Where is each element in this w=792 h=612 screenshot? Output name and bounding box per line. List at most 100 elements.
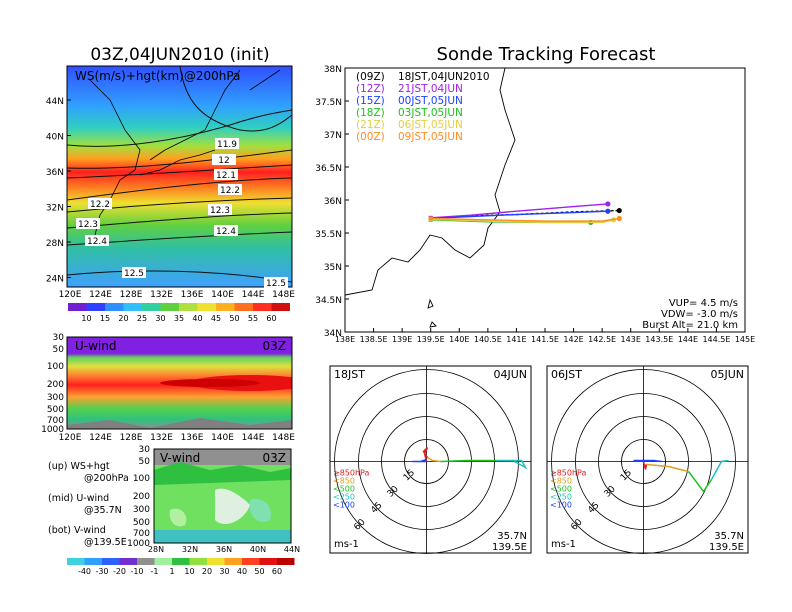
ws-lat-label: 36N [46, 168, 64, 178]
v-lat-label: 28N [148, 545, 164, 554]
track-lon-label: 141.5E [531, 335, 559, 344]
hodo-layer-label: <850 [550, 477, 572, 486]
hodo-unit: ms-1 [551, 539, 576, 550]
ws-lat-label: 28N [46, 239, 64, 249]
u-wind-jet [67, 375, 292, 429]
v-level-label: 50 [139, 457, 151, 467]
track-lon-label: 145E [735, 335, 755, 344]
track-lat-ticks: 38N 37.5N 37N 36.5N 36N 35.5N 35N 34.5N 34N [315, 65, 349, 339]
track-lon-label: 142.5E [588, 335, 616, 344]
u-lon-label: 128E [120, 433, 143, 443]
track-legend-time: 21JST,04JUN [398, 83, 463, 95]
u-level-label: 1000 [41, 425, 64, 435]
hodo-layer-label: <250 [333, 493, 355, 502]
v-wind-lat-ticks: 28N 32N 36N 40N 44N [148, 545, 300, 554]
ws-colorbar-label: 30 [155, 314, 165, 323]
hodo-unit: ms-1 [334, 539, 359, 550]
ws-colorbar-swatch [68, 303, 87, 311]
track-legend-time: 03JST,05JUN [398, 107, 463, 119]
track-lon-label: 138.5E [360, 335, 388, 344]
ws-map-label: WS(m/s)+hgt(km)@200hPa [75, 69, 240, 83]
track-lon-ticks: 138E 138.5E 139E 139.5E 140E 140.5E 141E 141.5E… [335, 328, 755, 344]
ws-lon-label: 128E [120, 290, 143, 300]
ws-colorbar-label: 25 [137, 314, 147, 323]
ws-colorbar-label: 15 [100, 314, 110, 323]
hodo-trace [422, 446, 429, 462]
ws-colorbar-label: 55 [248, 314, 258, 323]
ws-map-panel: WS(m/s)+hgt(km)@200hPa 44N 40N 36N 32N 28N 24… [46, 65, 295, 323]
hodo-frame [546, 365, 749, 554]
u-level-label: 500 [47, 405, 64, 415]
track-line [430, 203, 608, 219]
note-bot-b: @139.5E [84, 537, 127, 548]
ws-colorbar: 10 15 20 25 30 35 40 45 50 55 60 [68, 303, 290, 323]
track-lon-label: 143.5E [645, 335, 673, 344]
ws-colorbar-swatch [234, 303, 253, 311]
u-level-label: 50 [53, 345, 65, 355]
u-level-label: 100 [47, 362, 64, 372]
v-colorbar-swatch [154, 558, 172, 565]
ws-lat-ticks: 44N 40N 36N 32N 28N 24N [46, 97, 71, 285]
track-lat-label: 37N [324, 131, 342, 141]
hodo-layer-label: ≥850hPa [550, 469, 587, 478]
contour-label: 12.4 [216, 227, 236, 237]
ws-lon-label: 144E [242, 290, 265, 300]
hodo-lat: 35.7N [714, 531, 744, 542]
hodo-trace [687, 471, 713, 493]
hodo-trace [496, 459, 528, 470]
v-colorbar-label: 50 [254, 567, 264, 576]
hodo-date: 05JUN [710, 368, 744, 381]
hodo-layer-label: <250 [550, 493, 572, 502]
track-lat-label: 34N [324, 329, 342, 339]
v-colorbar-swatch [224, 558, 242, 565]
v-wind-label: V-wind [160, 451, 200, 465]
track-legend-time: 09JST,05JUN [398, 131, 463, 143]
u-lon-label: 124E [89, 433, 112, 443]
v-level-label: 1000 [127, 539, 150, 549]
hodo-trace [440, 459, 497, 463]
u-lon-label: 136E [181, 433, 204, 443]
track-lon-label: 140.5E [474, 335, 502, 344]
v-level-label: 300 [133, 505, 150, 515]
track-lon-label: 143E [621, 335, 641, 344]
v-colorbar-swatch [189, 558, 207, 565]
v-colorbar-swatch [84, 558, 102, 565]
track-coastline [345, 68, 516, 328]
contour-label: 12.2 [90, 200, 110, 210]
v-wind-colorbar: -40 -30 -20 -10 -1 1 10 20 30 40 50 60 [67, 558, 295, 576]
ws-lat-label: 32N [46, 204, 64, 214]
ws-colorbar-swatch [160, 303, 179, 311]
ws-colorbar-label: 20 [118, 314, 128, 323]
v-colorbar-label: 30 [219, 567, 229, 576]
contour-label: 12.2 [220, 186, 240, 196]
ws-colorbar-label: 10 [81, 314, 91, 323]
ws-colorbar-swatch [271, 303, 290, 311]
contour-label-bg [212, 154, 236, 165]
v-colorbar-label: -40 [78, 567, 91, 576]
hodo-date: 04JUN [493, 368, 527, 381]
track-lon-label: 142E [563, 335, 583, 344]
track-burst-point [605, 208, 611, 214]
ws-lon-label: 148E [272, 290, 295, 300]
track-burst-point [616, 207, 622, 214]
param-vdw: VDW= -3.0 m/s [661, 309, 738, 320]
track-line [430, 217, 620, 222]
track-burst-point [616, 215, 622, 222]
u-level-label: 700 [47, 416, 64, 426]
note-mid-a: (mid) U-wind [48, 493, 109, 504]
hodo-lon: 139.5E [492, 542, 527, 553]
ws-lat-label: 40N [46, 133, 64, 143]
u-level-label: 200 [47, 380, 64, 390]
ws-lon-label: 124E [89, 290, 112, 300]
left-title: 03Z,04JUN2010 (init) [90, 45, 269, 65]
hodo-layer-label: <100 [333, 501, 355, 510]
v-colorbar-label: 1 [169, 567, 174, 576]
u-level-label: 30 [53, 333, 65, 343]
v-colorbar-label: -20 [113, 567, 126, 576]
